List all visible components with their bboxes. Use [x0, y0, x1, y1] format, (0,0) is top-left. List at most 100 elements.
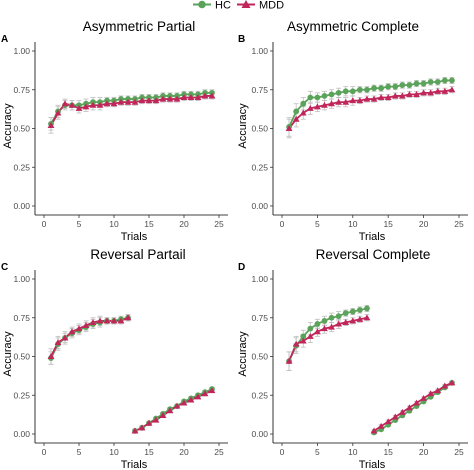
- point-hc-b: [378, 85, 385, 92]
- point-mdd-c: [89, 319, 97, 325]
- x-tick-label-b: 5: [315, 219, 320, 229]
- x-tick-label-a: 15: [144, 219, 154, 229]
- point-mdd-d: [413, 399, 420, 406]
- x-tick-label-c: 15: [144, 447, 154, 457]
- point-mdd-c: [54, 339, 62, 346]
- point-mdd-d: [434, 387, 442, 394]
- x-axis-title-a: Trials: [121, 231, 148, 243]
- point-mdd-c: [201, 390, 209, 397]
- x-tick-label-a: 0: [42, 219, 47, 229]
- plot-area-a: 0.00 0.25 0.50 0.75 1.00 0 5 10 15 20 25: [13, 42, 228, 229]
- y-axis-title-d: Accuracy: [237, 331, 249, 377]
- point-mdd-a: [194, 94, 202, 101]
- point-mdd-c: [145, 419, 153, 426]
- point-mdd-b: [420, 89, 427, 96]
- point-hc-b: [314, 94, 321, 101]
- point-mdd-b: [306, 104, 314, 111]
- point-mdd-a: [82, 103, 90, 110]
- point-mdd-a: [180, 94, 188, 101]
- y-tick-label-a: 0.50: [13, 124, 30, 134]
- point-mdd-d: [335, 320, 343, 327]
- y-tick-label-d: 0.25: [251, 390, 268, 400]
- point-mdd-c: [110, 317, 118, 324]
- y-tick-label-d: 0.75: [251, 313, 268, 323]
- point-hc-d: [314, 321, 321, 327]
- point-mdd-c: [208, 387, 216, 394]
- panel-letter-a: A: [1, 34, 8, 45]
- x-tick-label-d: 10: [348, 447, 358, 457]
- x-tick-label-a: 20: [179, 219, 189, 229]
- panel-c: C Reversal Partail Accuracy Trials 0.000…: [1, 247, 228, 470]
- panel-letter-d: D: [238, 262, 245, 273]
- y-tick-label-c: 0.50: [13, 352, 30, 362]
- panel-b: B Asymmetric Complete Accuracy Trials 0.…: [237, 19, 468, 243]
- point-hc-b: [399, 82, 406, 88]
- y-tick-label-a: 0.00: [13, 201, 30, 211]
- point-mdd-d: [285, 357, 293, 364]
- point-mdd-b: [321, 101, 328, 108]
- point-mdd-c: [194, 393, 202, 400]
- point-mdd-c: [47, 353, 55, 360]
- point-hc-d: [335, 313, 342, 320]
- point-mdd-b: [328, 100, 335, 107]
- point-mdd-a: [96, 101, 104, 108]
- x-tick-label-c: 20: [179, 447, 189, 457]
- point-mdd-b: [363, 95, 371, 102]
- point-mdd-b: [314, 103, 321, 110]
- point-mdd-a: [54, 109, 62, 116]
- point-mdd-b: [413, 91, 420, 97]
- point-hc-d: [300, 333, 307, 340]
- x-tick-label-a: 10: [109, 219, 119, 229]
- point-mdd-a: [208, 92, 216, 99]
- point-mdd-d: [349, 317, 357, 324]
- point-hc-b: [307, 94, 314, 101]
- point-mdd-d: [377, 422, 385, 429]
- panel-d: D Reversal Complete Accuracy Trials 0.00…: [237, 247, 468, 470]
- plot-area-b: 0.00 0.25 0.50 0.75 1.00 0 5 10 15 20 25: [251, 42, 468, 229]
- point-hc-b: [427, 79, 434, 85]
- point-hc-b: [342, 88, 349, 95]
- point-mdd-b: [448, 86, 456, 93]
- point-mdd-a: [75, 104, 83, 111]
- point-mdd-a: [68, 101, 76, 108]
- point-mdd-a: [201, 92, 209, 99]
- point-mdd-a: [131, 98, 139, 105]
- point-hc-d: [321, 317, 328, 324]
- point-mdd-b: [427, 89, 435, 96]
- plot-area-c: 0.00 0.25 0.50 0.75 1.00 0 5 10 15 20 25: [13, 270, 228, 457]
- panel-title-a: Asymmetric Partial: [83, 19, 196, 34]
- point-mdd-d: [321, 325, 328, 332]
- point-mdd-b: [377, 94, 385, 101]
- panel-letter-c: C: [1, 262, 8, 273]
- point-mdd-b: [441, 87, 449, 94]
- point-mdd-b: [398, 92, 406, 99]
- point-hc-d: [349, 308, 356, 315]
- y-axis-title-a: Accuracy: [2, 103, 14, 149]
- point-mdd-a: [61, 100, 69, 107]
- point-mdd-c: [187, 396, 195, 403]
- point-mdd-c: [61, 334, 69, 341]
- point-mdd-c: [68, 328, 76, 335]
- x-tick-label-c: 5: [77, 447, 82, 457]
- point-mdd-b: [342, 98, 350, 105]
- y-tick-label-a: 0.75: [13, 85, 30, 95]
- point-mdd-b: [434, 87, 442, 94]
- point-hc-b: [441, 77, 448, 84]
- panel-a: A Asymmetric Partial Accuracy Trials 0.0…: [1, 19, 228, 243]
- point-mdd-b: [335, 98, 343, 105]
- point-mdd-d: [306, 332, 314, 339]
- point-mdd-d: [384, 418, 392, 425]
- y-axis-title-b: Accuracy: [237, 103, 249, 149]
- legend-mdd-marker: [241, 0, 251, 8]
- point-mdd-c: [173, 402, 181, 409]
- x-axis-title-c: Trials: [121, 459, 148, 470]
- x-tick-label-a: 25: [214, 219, 224, 229]
- x-tick-label-d: 15: [383, 447, 393, 457]
- x-tick-label-d: 20: [419, 447, 429, 457]
- point-hc-d: [356, 307, 363, 313]
- point-mdd-c: [103, 317, 111, 324]
- y-tick-label-c: 0.00: [13, 429, 30, 439]
- point-hc-b: [335, 89, 342, 96]
- point-hc-d: [342, 310, 349, 316]
